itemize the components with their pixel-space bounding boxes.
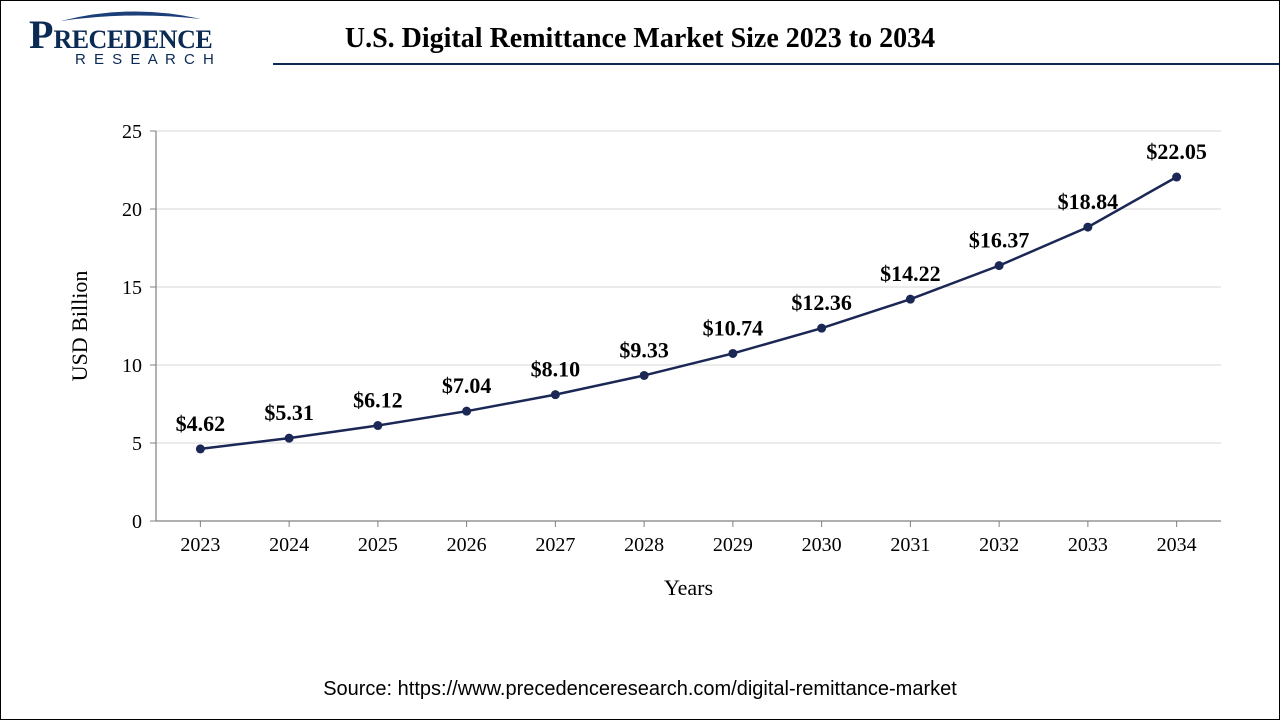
chart-title: U.S. Digital Remittance Market Size 2023…: [1, 23, 1279, 55]
data-marker: [640, 371, 649, 380]
x-tick-label: 2034: [1157, 534, 1197, 556]
value-label: $8.10: [531, 357, 581, 382]
value-label: $9.33: [619, 337, 669, 362]
value-label: $14.22: [880, 261, 941, 286]
data-marker: [196, 444, 205, 453]
value-label: $10.74: [703, 315, 764, 340]
data-marker: [906, 295, 915, 304]
value-label: $12.36: [791, 290, 852, 315]
source-prefix: Source:: [323, 678, 397, 700]
value-label: $16.37: [969, 228, 1030, 253]
value-label: $5.31: [264, 400, 314, 425]
x-tick-label: 2023: [180, 534, 220, 556]
data-marker: [373, 421, 382, 430]
data-marker: [551, 390, 560, 399]
data-marker: [462, 407, 471, 416]
value-label: $18.84: [1058, 189, 1119, 214]
x-tick-label: 2026: [447, 534, 487, 556]
x-tick-label: 2030: [802, 534, 842, 556]
x-tick-label: 2032: [979, 534, 1019, 556]
y-tick-label: 25: [122, 121, 142, 143]
y-tick-label: 0: [132, 511, 142, 533]
title-underline: [273, 63, 1279, 65]
data-marker: [995, 261, 1004, 270]
data-line: [200, 177, 1176, 449]
data-marker: [285, 434, 294, 443]
source-citation: Source: https://www.precedenceresearch.c…: [1, 678, 1279, 701]
x-tick-label: 2031: [890, 534, 930, 556]
y-axis-label: USD Billion: [67, 271, 92, 382]
x-tick-label: 2028: [624, 534, 664, 556]
x-tick-label: 2027: [535, 534, 575, 556]
logo-swoosh-icon: [61, 9, 201, 23]
data-marker: [1083, 223, 1092, 232]
data-marker: [817, 324, 826, 333]
x-axis-label: Years: [664, 575, 713, 600]
value-label: $7.04: [442, 373, 492, 398]
value-label: $22.05: [1146, 139, 1207, 164]
x-tick-label: 2024: [269, 534, 309, 556]
line-chart: 0510152025202320242025202620272028202920…: [61, 111, 1241, 611]
value-label: $6.12: [353, 388, 403, 413]
source-url: https://www.precedenceresearch.com/digit…: [398, 678, 957, 700]
x-tick-label: 2033: [1068, 534, 1108, 556]
data-marker: [1172, 173, 1181, 182]
x-tick-label: 2025: [358, 534, 398, 556]
y-tick-label: 15: [122, 277, 142, 299]
y-tick-label: 10: [122, 355, 142, 377]
value-label: $4.62: [176, 411, 226, 436]
y-tick-label: 20: [122, 199, 142, 221]
data-marker: [728, 349, 737, 358]
x-tick-label: 2029: [713, 534, 753, 556]
y-tick-label: 5: [132, 433, 142, 455]
